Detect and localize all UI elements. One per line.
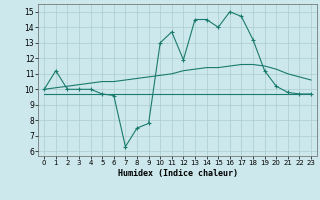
X-axis label: Humidex (Indice chaleur): Humidex (Indice chaleur) — [118, 169, 238, 178]
